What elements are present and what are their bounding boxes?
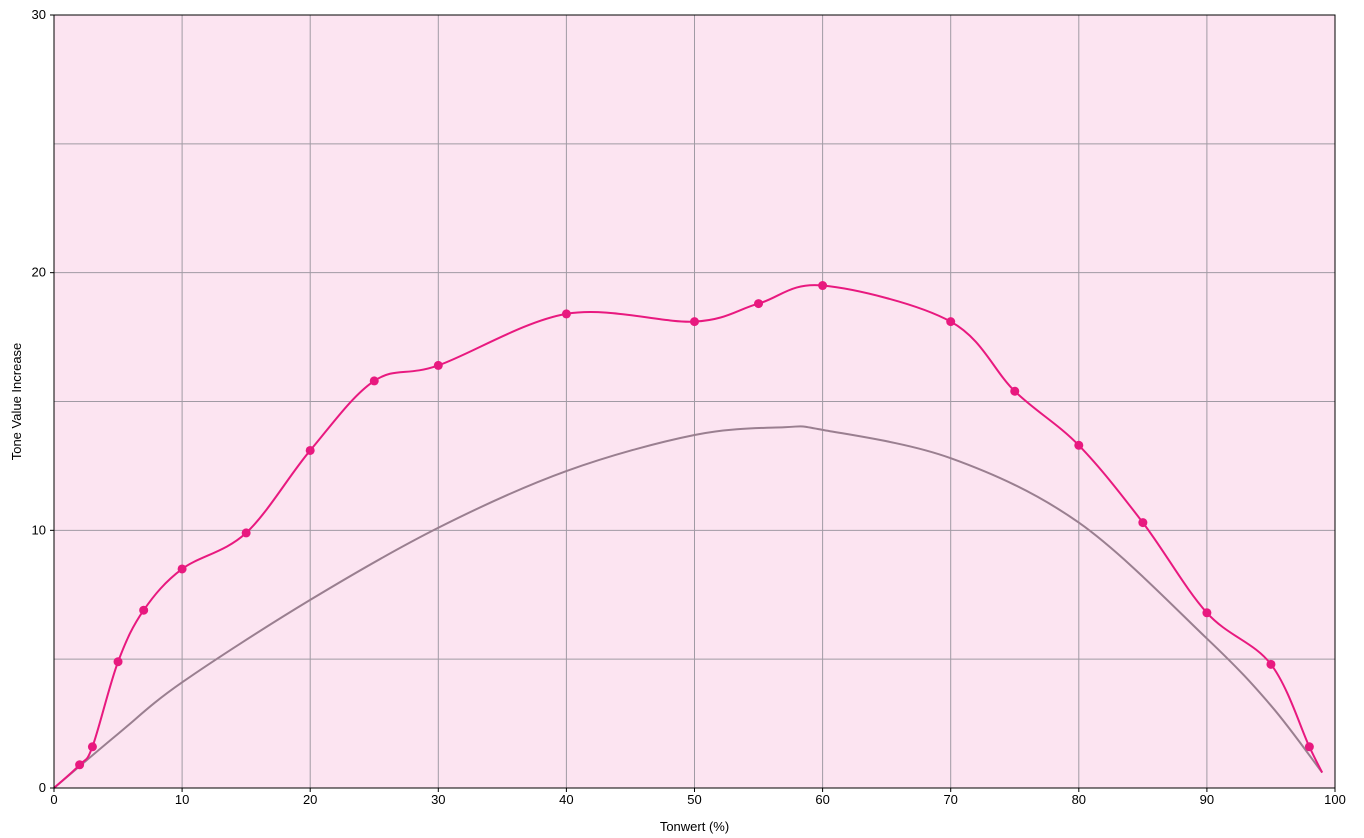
data-point-measured xyxy=(561,309,571,319)
y-tick-label: 20 xyxy=(32,265,46,280)
data-point-measured xyxy=(139,605,149,615)
x-tick-label: 30 xyxy=(431,792,445,807)
series-layer xyxy=(53,281,1324,789)
x-tick-label: 10 xyxy=(175,792,189,807)
x-tick-label: 20 xyxy=(303,792,317,807)
x-tick-label: 0 xyxy=(50,792,57,807)
data-point-measured xyxy=(1304,742,1314,752)
x-tick-label: 80 xyxy=(1072,792,1086,807)
data-point-measured xyxy=(433,360,443,370)
data-point-measured xyxy=(177,564,187,574)
grid xyxy=(54,15,1335,788)
data-point-measured xyxy=(946,317,956,327)
data-point-measured xyxy=(754,299,764,309)
x-tick-label: 90 xyxy=(1200,792,1214,807)
y-axis-title: Tone Value Increase xyxy=(9,343,24,461)
tick-labels: 0 10 20 30 40 50 60 70 80 90 100 0 10 20 30 xyxy=(32,7,1346,807)
x-tick-label: 70 xyxy=(943,792,957,807)
y-tick-label: 10 xyxy=(32,522,46,537)
data-point-measured xyxy=(75,760,85,770)
data-point-measured xyxy=(305,445,315,455)
x-tick-label: 40 xyxy=(559,792,573,807)
data-point-measured xyxy=(818,281,828,291)
data-point-measured xyxy=(1202,608,1212,618)
y-tick-label: 0 xyxy=(39,780,46,795)
y-tick-label: 30 xyxy=(32,7,46,22)
x-tick-label: 50 xyxy=(687,792,701,807)
data-point-measured xyxy=(241,528,251,538)
data-point-measured xyxy=(113,657,123,667)
data-point-measured xyxy=(1074,440,1084,450)
data-point-measured xyxy=(369,376,379,386)
data-point-measured xyxy=(87,742,97,752)
x-tick-label: 60 xyxy=(815,792,829,807)
data-point-measured xyxy=(1010,386,1020,396)
x-tick-label: 100 xyxy=(1324,792,1346,807)
data-point-measured xyxy=(1266,659,1276,669)
series-line-reference xyxy=(53,425,1323,789)
x-axis-title: Tonwert (%) xyxy=(660,819,729,834)
data-point-measured xyxy=(1138,518,1148,528)
data-point-measured xyxy=(690,317,699,327)
